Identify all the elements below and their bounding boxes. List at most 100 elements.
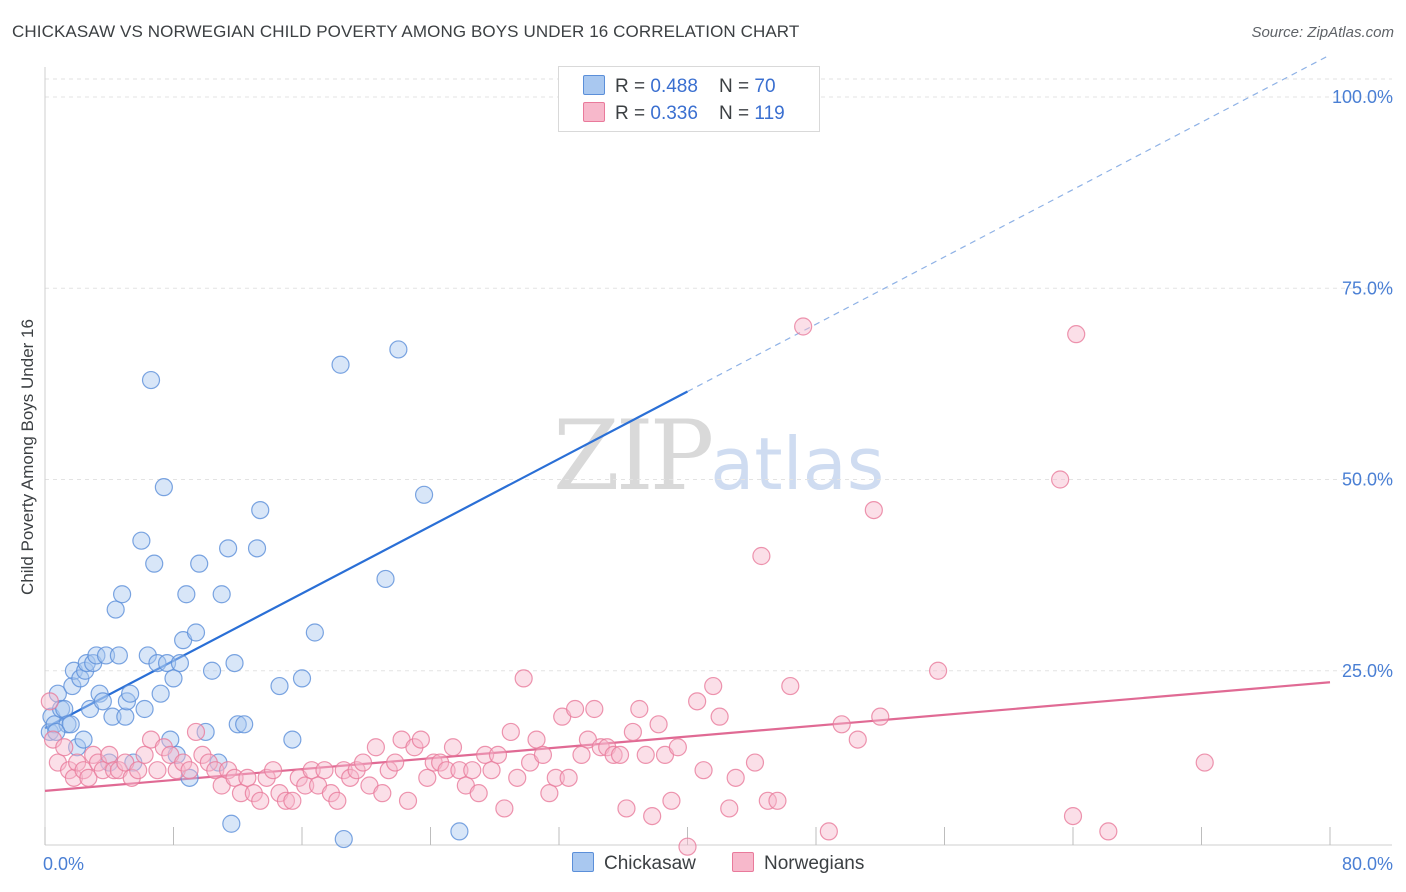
- norwegians-point: [848, 730, 867, 749]
- norwegians-point: [488, 745, 508, 765]
- norwegians-point: [623, 722, 642, 742]
- chickasaw-point: [219, 539, 238, 558]
- legend-n-label: N =: [719, 103, 755, 124]
- norwegians-point: [450, 761, 469, 780]
- norwegians-point: [186, 722, 206, 742]
- norwegians-point: [251, 791, 270, 810]
- norwegians-point: [476, 745, 495, 765]
- norwegians-point: [688, 692, 707, 711]
- norwegians-point: [100, 745, 119, 765]
- chickasaw-point: [331, 355, 350, 374]
- norwegians-point: [758, 791, 777, 810]
- chickasaw-point: [61, 715, 80, 734]
- norwegians-point: [64, 768, 84, 787]
- chickasaw-point: [112, 585, 132, 604]
- trend-lines: [44, 54, 1331, 792]
- chickasaw-point: [93, 692, 112, 711]
- norwegians-point: [315, 761, 334, 780]
- chickasaw-point: [292, 669, 312, 688]
- norwegians-point: [864, 501, 883, 520]
- norwegians-point: [55, 738, 74, 757]
- norwegians-point: [768, 791, 787, 810]
- data-points: [40, 317, 1214, 856]
- norwegians-point: [726, 768, 745, 787]
- norwegians-point: [678, 837, 697, 856]
- y-tick-label: 75.0%: [1342, 278, 1393, 298]
- chickasaw-point: [148, 653, 167, 673]
- chickasaw-point: [222, 814, 241, 833]
- norwegians-point: [508, 768, 527, 787]
- chickasaw-point: [177, 585, 196, 604]
- norwegians-point: [1099, 822, 1118, 841]
- chickasaw-point: [154, 478, 173, 497]
- norwegians-point: [559, 768, 578, 787]
- y-tick-label: 50.0%: [1342, 470, 1393, 490]
- norwegians-point: [373, 784, 392, 803]
- chickasaw-point: [135, 699, 154, 719]
- norwegians-point: [296, 776, 315, 795]
- norwegians-point: [662, 791, 681, 810]
- chickasaw-point: [121, 684, 140, 703]
- legend-swatch-norwegians: [583, 102, 605, 122]
- x-tick-label-max: 80.0%: [1342, 854, 1393, 874]
- legend-n-value: 119: [754, 103, 785, 124]
- chickasaw-point: [389, 340, 408, 359]
- chickasaw-point: [450, 822, 469, 841]
- norwegians-point: [328, 791, 347, 810]
- norwegians-point: [353, 753, 373, 772]
- norwegians-point: [745, 753, 765, 772]
- tick-labels: 25.0% 50.0% 75.0% 100.0% 0.0% 80.0%: [43, 87, 1393, 874]
- norwegians-point: [283, 791, 302, 810]
- norwegians-point: [752, 546, 771, 566]
- norwegians-point: [1067, 325, 1086, 344]
- chickasaw-point: [132, 531, 151, 550]
- legend-n-label: N =: [719, 76, 755, 97]
- stats-legend: R = 0.488 N = 70 R = 0.336 N = 119: [558, 66, 820, 132]
- chickasaw-point: [77, 653, 96, 673]
- chickasaw-point: [87, 646, 106, 665]
- chickasaw-point: [96, 646, 116, 665]
- norwegians-point: [604, 745, 623, 765]
- norwegians-point: [617, 799, 636, 818]
- norwegians-point: [636, 745, 655, 765]
- bottom-legend-swatch-norwegians: [732, 852, 754, 872]
- norwegians-point: [437, 761, 456, 780]
- norwegians-point: [238, 768, 257, 787]
- bottom-legend-norwegians: Norwegians: [732, 852, 864, 875]
- norwegians-point: [1195, 753, 1214, 772]
- norwegians-point: [366, 738, 385, 757]
- norwegians-point: [546, 768, 565, 787]
- norwegians-point: [501, 722, 520, 742]
- norwegians-point: [694, 761, 713, 780]
- chickasaw-point: [103, 707, 122, 726]
- norwegians-point: [720, 799, 739, 818]
- chickasaw-point: [186, 623, 206, 642]
- legend-n-value: 70: [754, 76, 776, 97]
- norwegians-point: [527, 730, 546, 749]
- norwegians-point: [533, 745, 553, 765]
- norwegians-point: [630, 699, 649, 719]
- chickasaw-point: [196, 722, 215, 742]
- chickasaw-trend-line: [44, 390, 689, 730]
- chickasaw-point: [414, 485, 434, 504]
- chickasaw-point: [247, 539, 267, 558]
- norwegians-point: [794, 317, 813, 336]
- bottom-legend-chickasaw: Chickasaw: [572, 852, 696, 875]
- norwegians-point: [482, 761, 501, 780]
- norwegians-point: [129, 761, 148, 780]
- norwegians-point: [819, 822, 838, 841]
- chickasaw-point: [151, 684, 170, 703]
- norwegians-point: [411, 730, 430, 749]
- chickasaw-point: [45, 715, 64, 734]
- chickasaw-point: [235, 715, 254, 734]
- x-tick-label-min: 0.0%: [43, 854, 84, 874]
- norwegians-point: [704, 676, 723, 696]
- bottom-legend-swatch-chickasaw: [572, 852, 594, 872]
- norwegians-point: [781, 676, 800, 696]
- norwegians-point: [871, 707, 890, 726]
- norwegians-point: [649, 715, 668, 734]
- legend-row-chickasaw: R = 0.488 N = 70: [583, 75, 776, 99]
- norwegians-point: [443, 738, 463, 757]
- norwegians-point: [386, 753, 405, 772]
- chickasaw-point: [74, 730, 93, 749]
